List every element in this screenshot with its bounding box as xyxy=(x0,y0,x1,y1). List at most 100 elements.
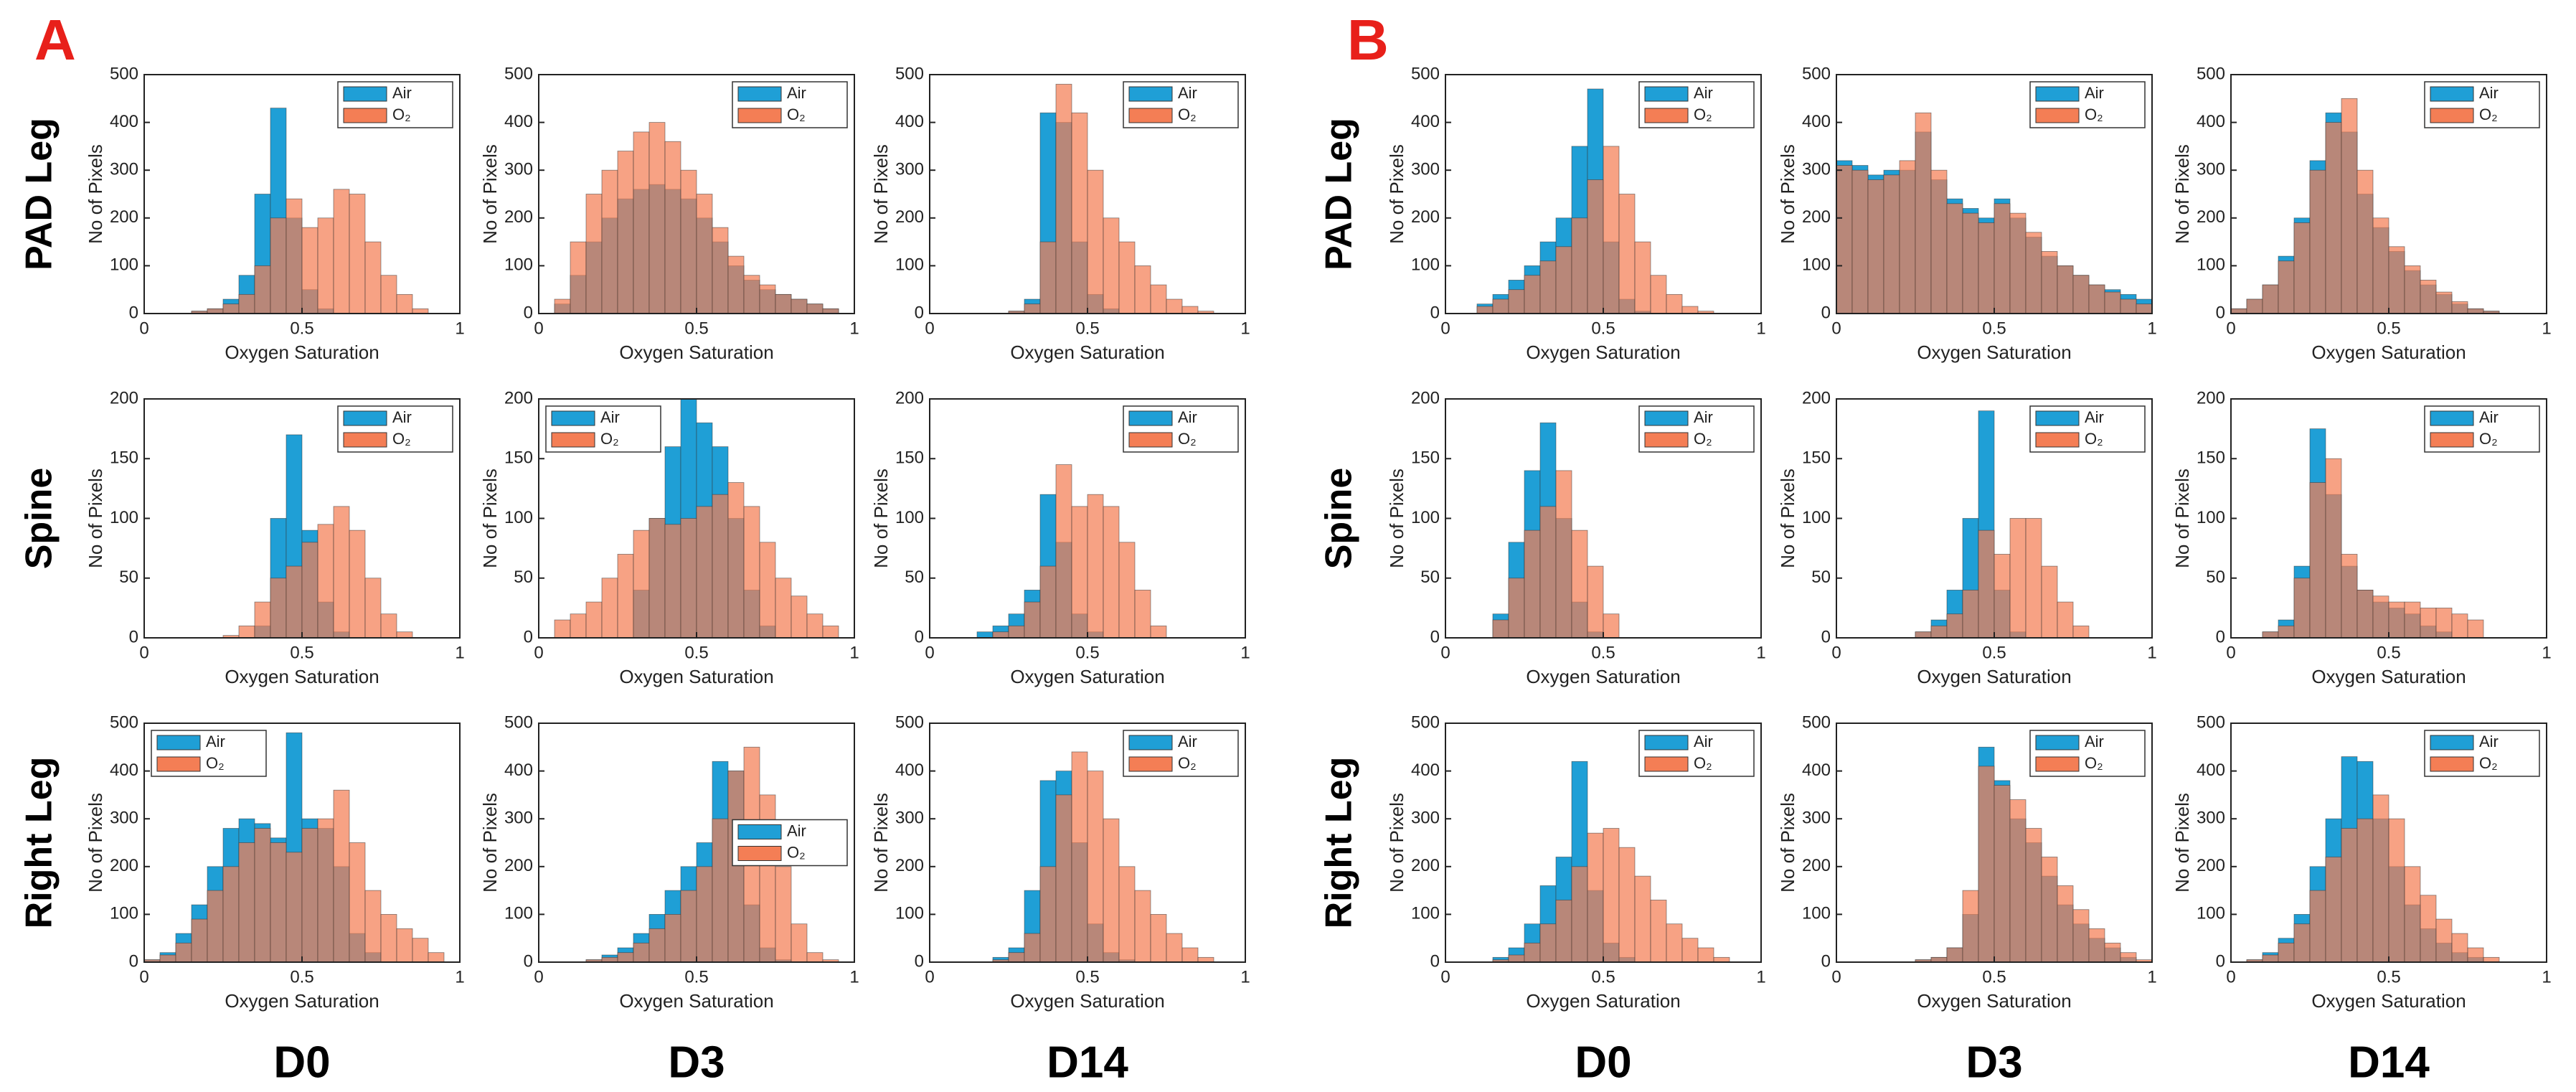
x-tick-label: 0.5 xyxy=(290,967,313,987)
y-tick-label: 300 xyxy=(2197,160,2225,179)
x-tick-label: 0 xyxy=(534,643,543,662)
x-axis-label: Oxygen Saturation xyxy=(619,990,773,1012)
bar xyxy=(1539,506,1557,639)
bar xyxy=(1087,169,1104,314)
bar xyxy=(696,194,713,314)
bar xyxy=(1087,771,1104,963)
bar xyxy=(1994,203,2011,314)
y-tick-label: 200 xyxy=(1411,388,1440,408)
bar xyxy=(2262,284,2279,314)
bar xyxy=(2293,923,2311,963)
y-tick-label: 500 xyxy=(1802,712,1831,732)
y-tick-label: 100 xyxy=(110,508,138,527)
y-tick-label: 500 xyxy=(895,712,924,732)
bar xyxy=(680,518,697,639)
column-label: D3 xyxy=(668,1037,725,1087)
bar xyxy=(428,952,445,963)
histogram: 0 0.5 1 0 50 100 150 200 Oxygen Saturation No of … xyxy=(85,388,465,687)
bar xyxy=(680,890,697,963)
bar xyxy=(2057,601,2074,639)
bar xyxy=(743,275,760,314)
bar xyxy=(2041,565,2058,639)
y-tick-label: 0 xyxy=(524,951,533,971)
bar xyxy=(1994,554,2011,639)
legend-swatch xyxy=(343,108,387,123)
bar xyxy=(648,928,666,963)
y-tick-label: 0 xyxy=(1821,303,1831,322)
bar xyxy=(2372,217,2389,314)
legend-label: Air xyxy=(1694,733,1713,750)
bar xyxy=(2435,607,2453,639)
bar xyxy=(1634,875,1651,963)
bar xyxy=(301,542,319,639)
bar xyxy=(2309,169,2326,314)
legend-label: Air xyxy=(787,84,806,102)
histogram: 0 0.5 1 0 50 100 150 200 Oxygen Saturation No of … xyxy=(1777,388,2157,687)
y-tick-label: 0 xyxy=(2216,951,2225,971)
x-tick-label: 0 xyxy=(925,319,934,338)
bar xyxy=(775,866,792,963)
bar xyxy=(1150,914,1167,963)
y-tick-label: 0 xyxy=(524,303,533,322)
bar xyxy=(992,631,1009,639)
y-tick-label: 400 xyxy=(1802,761,1831,780)
x-tick-label: 0.5 xyxy=(2377,967,2400,987)
y-axis-label: No of Pixels xyxy=(1386,793,1407,893)
bar xyxy=(1071,751,1088,963)
bar xyxy=(1618,194,1636,314)
legend: Air O₂ xyxy=(2424,405,2540,453)
legend: Air O₂ xyxy=(1638,405,1755,453)
bar xyxy=(396,928,413,963)
x-tick-label: 0 xyxy=(925,967,934,987)
x-tick-label: 1 xyxy=(2542,967,2551,987)
y-tick-label: 400 xyxy=(1411,112,1440,131)
x-axis-label: Oxygen Saturation xyxy=(619,666,773,687)
legend-swatch xyxy=(1128,432,1173,448)
legend-label: Air xyxy=(206,733,225,750)
bar xyxy=(1650,275,1667,314)
legend-swatch xyxy=(2035,108,2080,123)
bar xyxy=(1166,298,1183,314)
bar xyxy=(238,842,255,963)
bar xyxy=(791,923,808,963)
histogram: 0 0.5 1 0 100 200 300 400 500 Oxygen Saturation No… xyxy=(85,64,465,363)
x-tick-label: 0 xyxy=(534,319,543,338)
x-tick-label: 1 xyxy=(1756,319,1765,338)
y-tick-label: 300 xyxy=(2197,809,2225,828)
bar xyxy=(2262,631,2279,639)
legend-label: Air xyxy=(392,408,412,426)
bar xyxy=(1930,169,1948,314)
bar xyxy=(617,554,634,639)
bar xyxy=(727,771,745,963)
y-tick-label: 0 xyxy=(915,951,924,971)
bar xyxy=(1150,284,1167,314)
x-tick-label: 1 xyxy=(2542,319,2551,338)
legend: Air O₂ xyxy=(1123,730,1239,777)
bar xyxy=(1883,174,1900,314)
bar xyxy=(1994,785,2011,963)
legend-swatch xyxy=(2430,756,2474,772)
bar xyxy=(2404,866,2421,963)
column-label: D14 xyxy=(2348,1037,2430,1087)
bar xyxy=(270,842,287,963)
y-tick-label: 300 xyxy=(1802,160,1831,179)
bar xyxy=(1962,890,1979,963)
bar xyxy=(570,613,587,639)
bar xyxy=(2467,947,2484,963)
x-axis-label: Oxygen Saturation xyxy=(2311,990,2466,1012)
y-tick-label: 200 xyxy=(504,388,533,408)
legend: Air O₂ xyxy=(732,81,848,128)
legend-label: Air xyxy=(1694,408,1713,426)
bar xyxy=(364,241,382,314)
bar xyxy=(286,198,303,314)
bar xyxy=(1134,890,1151,963)
legend-label: O₂ xyxy=(787,843,806,861)
histogram: 0 0.5 1 0 100 200 300 400 500 Oxygen Saturation No… xyxy=(1386,712,1766,1012)
x-axis-label: Oxygen Saturation xyxy=(1526,666,1680,687)
bar xyxy=(396,293,413,314)
bar xyxy=(1118,542,1136,639)
legend-label: O₂ xyxy=(2085,754,2103,772)
legend: Air O₂ xyxy=(1638,81,1755,128)
y-tick-label: 0 xyxy=(1430,951,1440,971)
bar xyxy=(1555,470,1572,639)
